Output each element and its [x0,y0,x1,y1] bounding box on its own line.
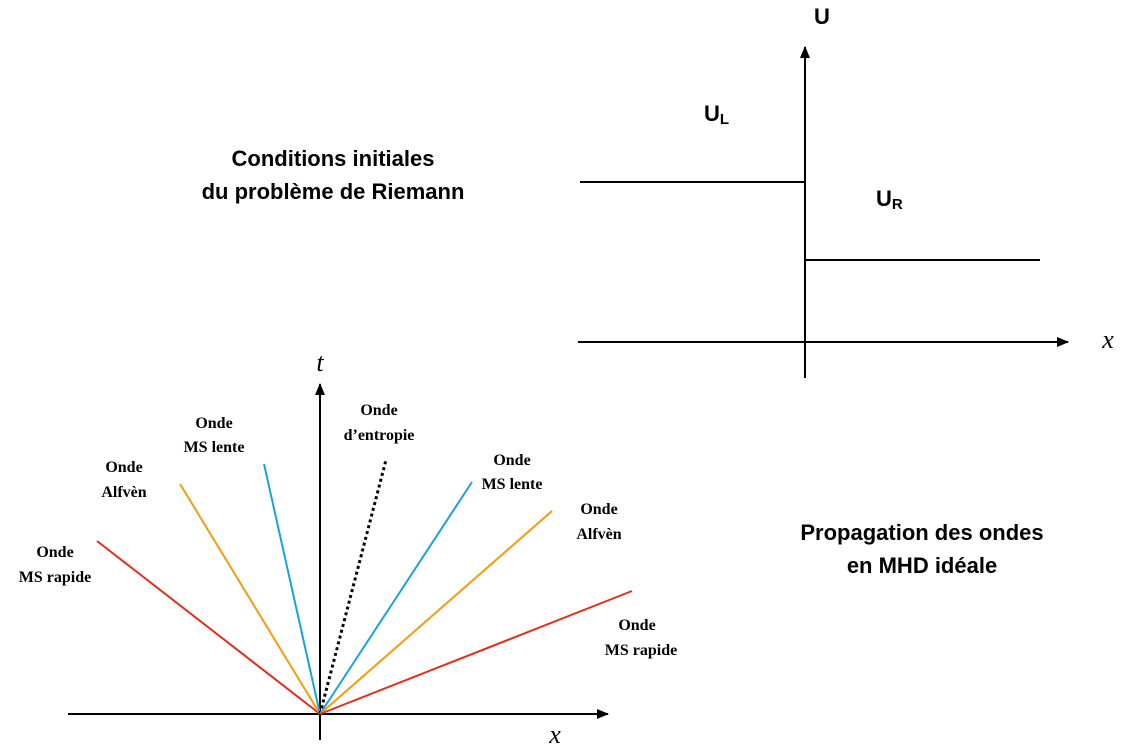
fast-right-wave [319,590,633,715]
entropy-label-line2: d’entropie [344,427,415,444]
left-state-label: UL [704,101,729,128]
entropy-wave [318,459,388,715]
slow-left-label-line2: MS lente [184,439,245,456]
x-axis-label-bottom: x [548,720,561,746]
fast-left-wave [96,540,321,715]
right-state-main: U [876,186,892,211]
alfven-right-label-line2: Alfvèn [576,526,621,543]
alfven-right-label-line1: Onde [580,501,617,518]
slow-right-label-line2: MS lente [482,476,543,493]
wave-fan-caption-line2: en MHD idéale [847,553,997,578]
left-state-sub: L [720,111,729,128]
initial-conditions-caption-line2: du problème de Riemann [202,179,465,204]
fast-left-label-line2: MS rapide [19,569,91,586]
left-state-main: U [704,101,720,126]
entropy-label-line1: Onde [360,402,397,419]
t-axis-label: t [316,348,324,377]
slow-right-label-line1: Onde [493,452,530,469]
alfven-right-wave [319,510,553,715]
initial-conditions-caption-line1: Conditions initiales [232,146,435,171]
slow-left-wave [263,463,321,715]
fast-right-label-line1: Onde [618,617,655,634]
alfven-left-label-line1: Onde [105,459,142,476]
wave-fan-caption-line1: Propagation des ondes [800,520,1043,545]
right-state-sub: R [892,196,903,213]
fast-right-label-line2: MS rapide [605,642,677,659]
right-state-label: UR [876,186,903,213]
slow-left-label-line1: Onde [195,415,232,432]
initial-conditions-diagram: Conditions initiales du problème de Riem… [202,4,1114,378]
fast-left-label-line1: Onde [36,544,73,561]
alfven-left-wave [179,483,321,715]
u-axis-label: U [814,4,830,29]
alfven-left-label-line2: Alfvèn [101,484,146,501]
wave-fan-diagram: Propagation des ondes en MHD idéale t x … [19,348,1044,746]
x-axis-label-top: x [1101,325,1114,354]
slow-right-wave [319,481,473,715]
